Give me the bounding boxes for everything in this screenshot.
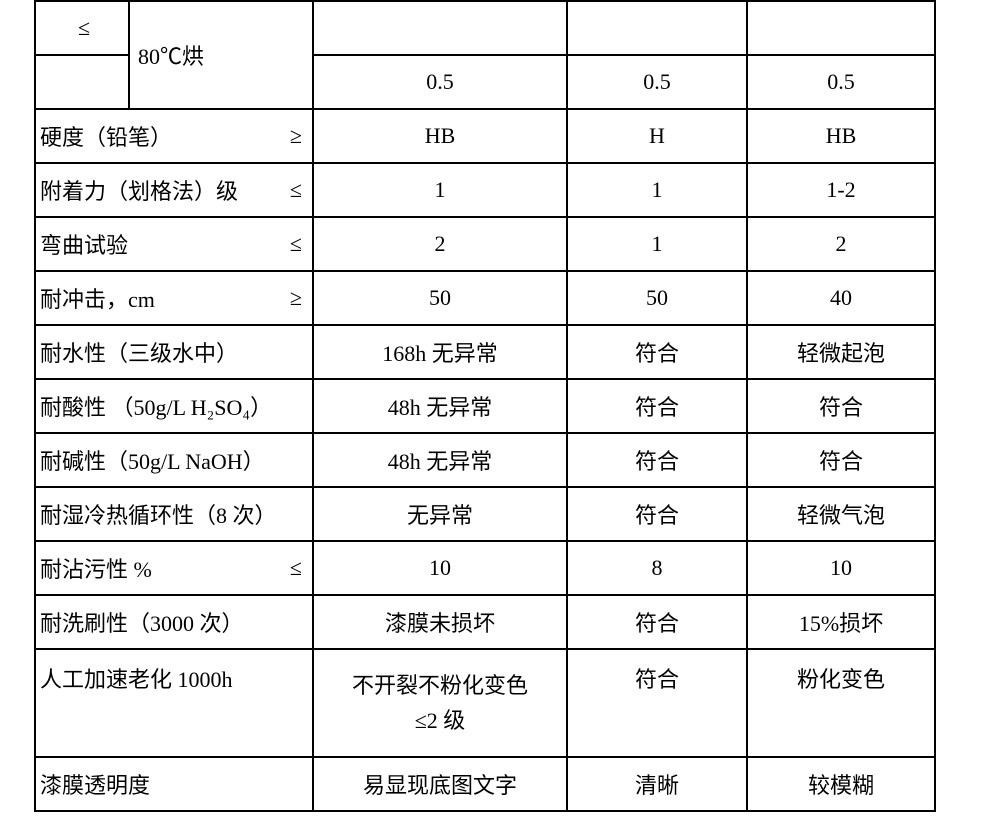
cell-empty [567,1,747,55]
cell-value: 10 [747,541,935,595]
table-row: 耐酸性 （50g/L H₂SO₄） 48h 无异常 符合 符合 [35,379,935,433]
row-label: 耐水性（三级水中） [35,325,313,379]
row-label: 耐冲击，cm≥ [35,271,313,325]
cell-value: 1-2 [747,163,935,217]
cell-value: 清晰 [567,757,747,811]
cell-value: HB [313,109,567,163]
cell-value: 符合 [567,487,747,541]
row-label: 硬度（铅笔）≥ [35,109,313,163]
cell-value: 较模糊 [747,757,935,811]
cell-value: 符合 [567,379,747,433]
cell-value: 2 [747,217,935,271]
cell-value: H [567,109,747,163]
table-row: 耐洗刷性（3000 次） 漆膜未损坏 符合 15%损坏 [35,595,935,649]
cell-value: 15%损坏 [747,595,935,649]
cell-value: 符合 [747,433,935,487]
cell-value: 符合 [567,595,747,649]
cell-value: 10 [313,541,567,595]
cell-empty [35,55,129,109]
cell-value: 8 [567,541,747,595]
row-label: 耐湿冷热循环性（8 次） [35,487,313,541]
table-row: 耐碱性（50g/L NaOH） 48h 无异常 符合 符合 [35,433,935,487]
table-row: 漆膜透明度 易显现底图文字 清晰 较模糊 [35,757,935,811]
row-label: 耐沾污性 %≤ [35,541,313,595]
cell-value: 符合 [567,325,747,379]
cell-value: 2 [313,217,567,271]
row-label: 附着力（划格法）级≤ [35,163,313,217]
cell-value: 0.5 [313,55,567,109]
cell-value: 168h 无异常 [313,325,567,379]
cell-value: 48h 无异常 [313,379,567,433]
cell-value: 符合 [747,379,935,433]
spec-table: ≤ 80℃烘 0.5 0.5 0.5 硬度（铅笔）≥ HB H HB 附着力（划… [34,0,936,812]
cell-sublabel: 80℃烘 [129,1,313,109]
table-row: 附着力（划格法）级≤ 1 1 1-2 [35,163,935,217]
table-row: 耐水性（三级水中） 168h 无异常 符合 轻微起泡 [35,325,935,379]
table-row: 耐沾污性 %≤ 10 8 10 [35,541,935,595]
cell-value: 50 [313,271,567,325]
table-row: 人工加速老化 1000h 不开裂不粉化变色 ≤2 级 符合 粉化变色 [35,649,935,757]
cell-value: 轻微起泡 [747,325,935,379]
cell-value: 0.5 [567,55,747,109]
row-label: 耐酸性 （50g/L H₂SO₄） [35,379,313,433]
lte-symbol: ≤ [78,15,90,40]
row-label: 漆膜透明度 [35,757,313,811]
cell-value: HB [747,109,935,163]
cell-value: 无异常 [313,487,567,541]
cell-value: 50 [567,271,747,325]
cell-empty [747,1,935,55]
cell-value: 40 [747,271,935,325]
cell-value: 漆膜未损坏 [313,595,567,649]
sublabel-text: 80℃烘 [138,44,204,69]
cell-value: 不开裂不粉化变色 ≤2 级 [313,649,567,757]
row-label: 人工加速老化 1000h [35,649,313,757]
row-label: 耐碱性（50g/L NaOH） [35,433,313,487]
row-label: 弯曲试验≤ [35,217,313,271]
cell-value: 轻微气泡 [747,487,935,541]
table-row: 硬度（铅笔）≥ HB H HB [35,109,935,163]
cell-value: 符合 [567,433,747,487]
table-container: ≤ 80℃烘 0.5 0.5 0.5 硬度（铅笔）≥ HB H HB 附着力（划… [0,0,1000,837]
table-row: 耐湿冷热循环性（8 次） 无异常 符合 轻微气泡 [35,487,935,541]
cell-value: 符合 [567,649,747,757]
cell-value: 1 [567,163,747,217]
table-row: ≤ 80℃烘 [35,1,935,55]
cell-value: 0.5 [747,55,935,109]
cell-value: 粉化变色 [747,649,935,757]
cell-value: 1 [313,163,567,217]
cell-value: 易显现底图文字 [313,757,567,811]
table-row: 弯曲试验≤ 2 1 2 [35,217,935,271]
cell-value: 48h 无异常 [313,433,567,487]
cell-empty [313,1,567,55]
table-row: 耐冲击，cm≥ 50 50 40 [35,271,935,325]
cell-lte: ≤ [35,1,129,55]
cell-value: 1 [567,217,747,271]
row-label: 耐洗刷性（3000 次） [35,595,313,649]
